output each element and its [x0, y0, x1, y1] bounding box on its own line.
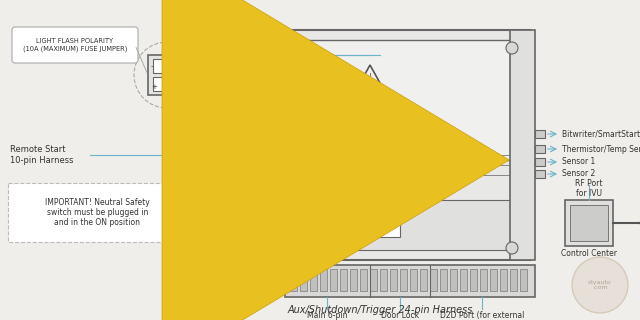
Bar: [420, 269, 427, 291]
Bar: [510, 30, 535, 260]
Bar: [227, 150, 233, 160]
Bar: [227, 180, 233, 190]
Text: Neutral Safety
Switch: Neutral Safety Switch: [233, 197, 294, 217]
Circle shape: [572, 257, 628, 313]
Bar: [310, 269, 317, 291]
Text: RF Port
for IVU: RF Port for IVU: [575, 179, 603, 198]
Bar: [460, 269, 467, 291]
Bar: [245, 40, 515, 160]
Circle shape: [518, 240, 527, 250]
Bar: [450, 269, 457, 291]
Circle shape: [242, 42, 254, 54]
Bar: [500, 269, 507, 291]
Bar: [400, 269, 407, 291]
Text: ON: ON: [205, 219, 219, 228]
Bar: [330, 215, 400, 237]
Text: Bitwriter/SmartStart Port: Bitwriter/SmartStart Port: [562, 130, 640, 139]
Circle shape: [577, 211, 601, 235]
Bar: [470, 269, 477, 291]
Bar: [320, 269, 327, 291]
Bar: [340, 269, 347, 291]
Bar: [245, 200, 515, 250]
Circle shape: [216, 177, 224, 185]
Bar: [285, 265, 535, 297]
Text: -: -: [151, 63, 154, 69]
FancyBboxPatch shape: [8, 183, 187, 242]
Text: Main 6-pin
Harness: Main 6-pin Harness: [307, 311, 348, 320]
Text: D2D Port (for external
Xpresskit interface module): D2D Port (for external Xpresskit interfa…: [429, 311, 535, 320]
Text: Sensor 2: Sensor 2: [562, 170, 595, 179]
Text: Door Lock
Port: Door Lock Port: [381, 311, 419, 320]
Bar: [520, 269, 527, 291]
Bar: [153, 59, 167, 73]
Circle shape: [242, 242, 254, 254]
Text: Sensor 1: Sensor 1: [562, 157, 595, 166]
Bar: [153, 77, 167, 91]
Bar: [360, 269, 367, 291]
Bar: [300, 269, 307, 291]
Circle shape: [506, 42, 518, 54]
Bar: [430, 269, 437, 291]
Bar: [390, 269, 397, 291]
Bar: [370, 269, 377, 291]
Text: 10A FUSE
MPN: ATM
PN: 8540: 10A FUSE MPN: ATM PN: 8540: [179, 67, 210, 83]
Text: 5x04: 5x04: [351, 221, 379, 231]
Bar: [185, 60, 230, 235]
Circle shape: [518, 40, 527, 50]
Text: Thermistor/Temp Sensor: Thermistor/Temp Sensor: [562, 145, 640, 154]
Bar: [290, 269, 297, 291]
Bar: [510, 269, 517, 291]
Bar: [480, 269, 487, 291]
Bar: [535, 170, 545, 178]
Circle shape: [584, 218, 594, 228]
Bar: [380, 269, 387, 291]
Text: diyauto
.com: diyauto .com: [588, 280, 612, 291]
Bar: [440, 269, 447, 291]
Bar: [198, 195, 226, 233]
Bar: [148, 55, 176, 95]
Text: +: +: [151, 84, 157, 90]
Bar: [535, 130, 545, 138]
Text: Control Center: Control Center: [561, 249, 617, 258]
Text: !: !: [369, 73, 372, 82]
Text: Remote Start
10-pin Harness: Remote Start 10-pin Harness: [10, 145, 74, 165]
Bar: [227, 165, 233, 175]
Bar: [230, 30, 530, 260]
Bar: [350, 269, 357, 291]
Bar: [570, 205, 608, 241]
Bar: [565, 200, 613, 246]
FancyBboxPatch shape: [12, 27, 138, 63]
Bar: [330, 269, 337, 291]
Text: IMPORTANT! Neutral Safety
switch must be plugged in
and in the ON position: IMPORTANT! Neutral Safety switch must be…: [45, 197, 150, 228]
Bar: [227, 195, 233, 205]
Bar: [410, 269, 417, 291]
Text: LIGHT FLASH POLARITY
(10A (MAXIMUM) FUSE JUMPER): LIGHT FLASH POLARITY (10A (MAXIMUM) FUSE…: [23, 38, 127, 52]
Bar: [535, 158, 545, 166]
Text: Aux/Shutdown/Trigger 24-pin Harness: Aux/Shutdown/Trigger 24-pin Harness: [287, 305, 473, 315]
Bar: [490, 269, 497, 291]
Circle shape: [506, 242, 518, 254]
Bar: [535, 145, 545, 153]
